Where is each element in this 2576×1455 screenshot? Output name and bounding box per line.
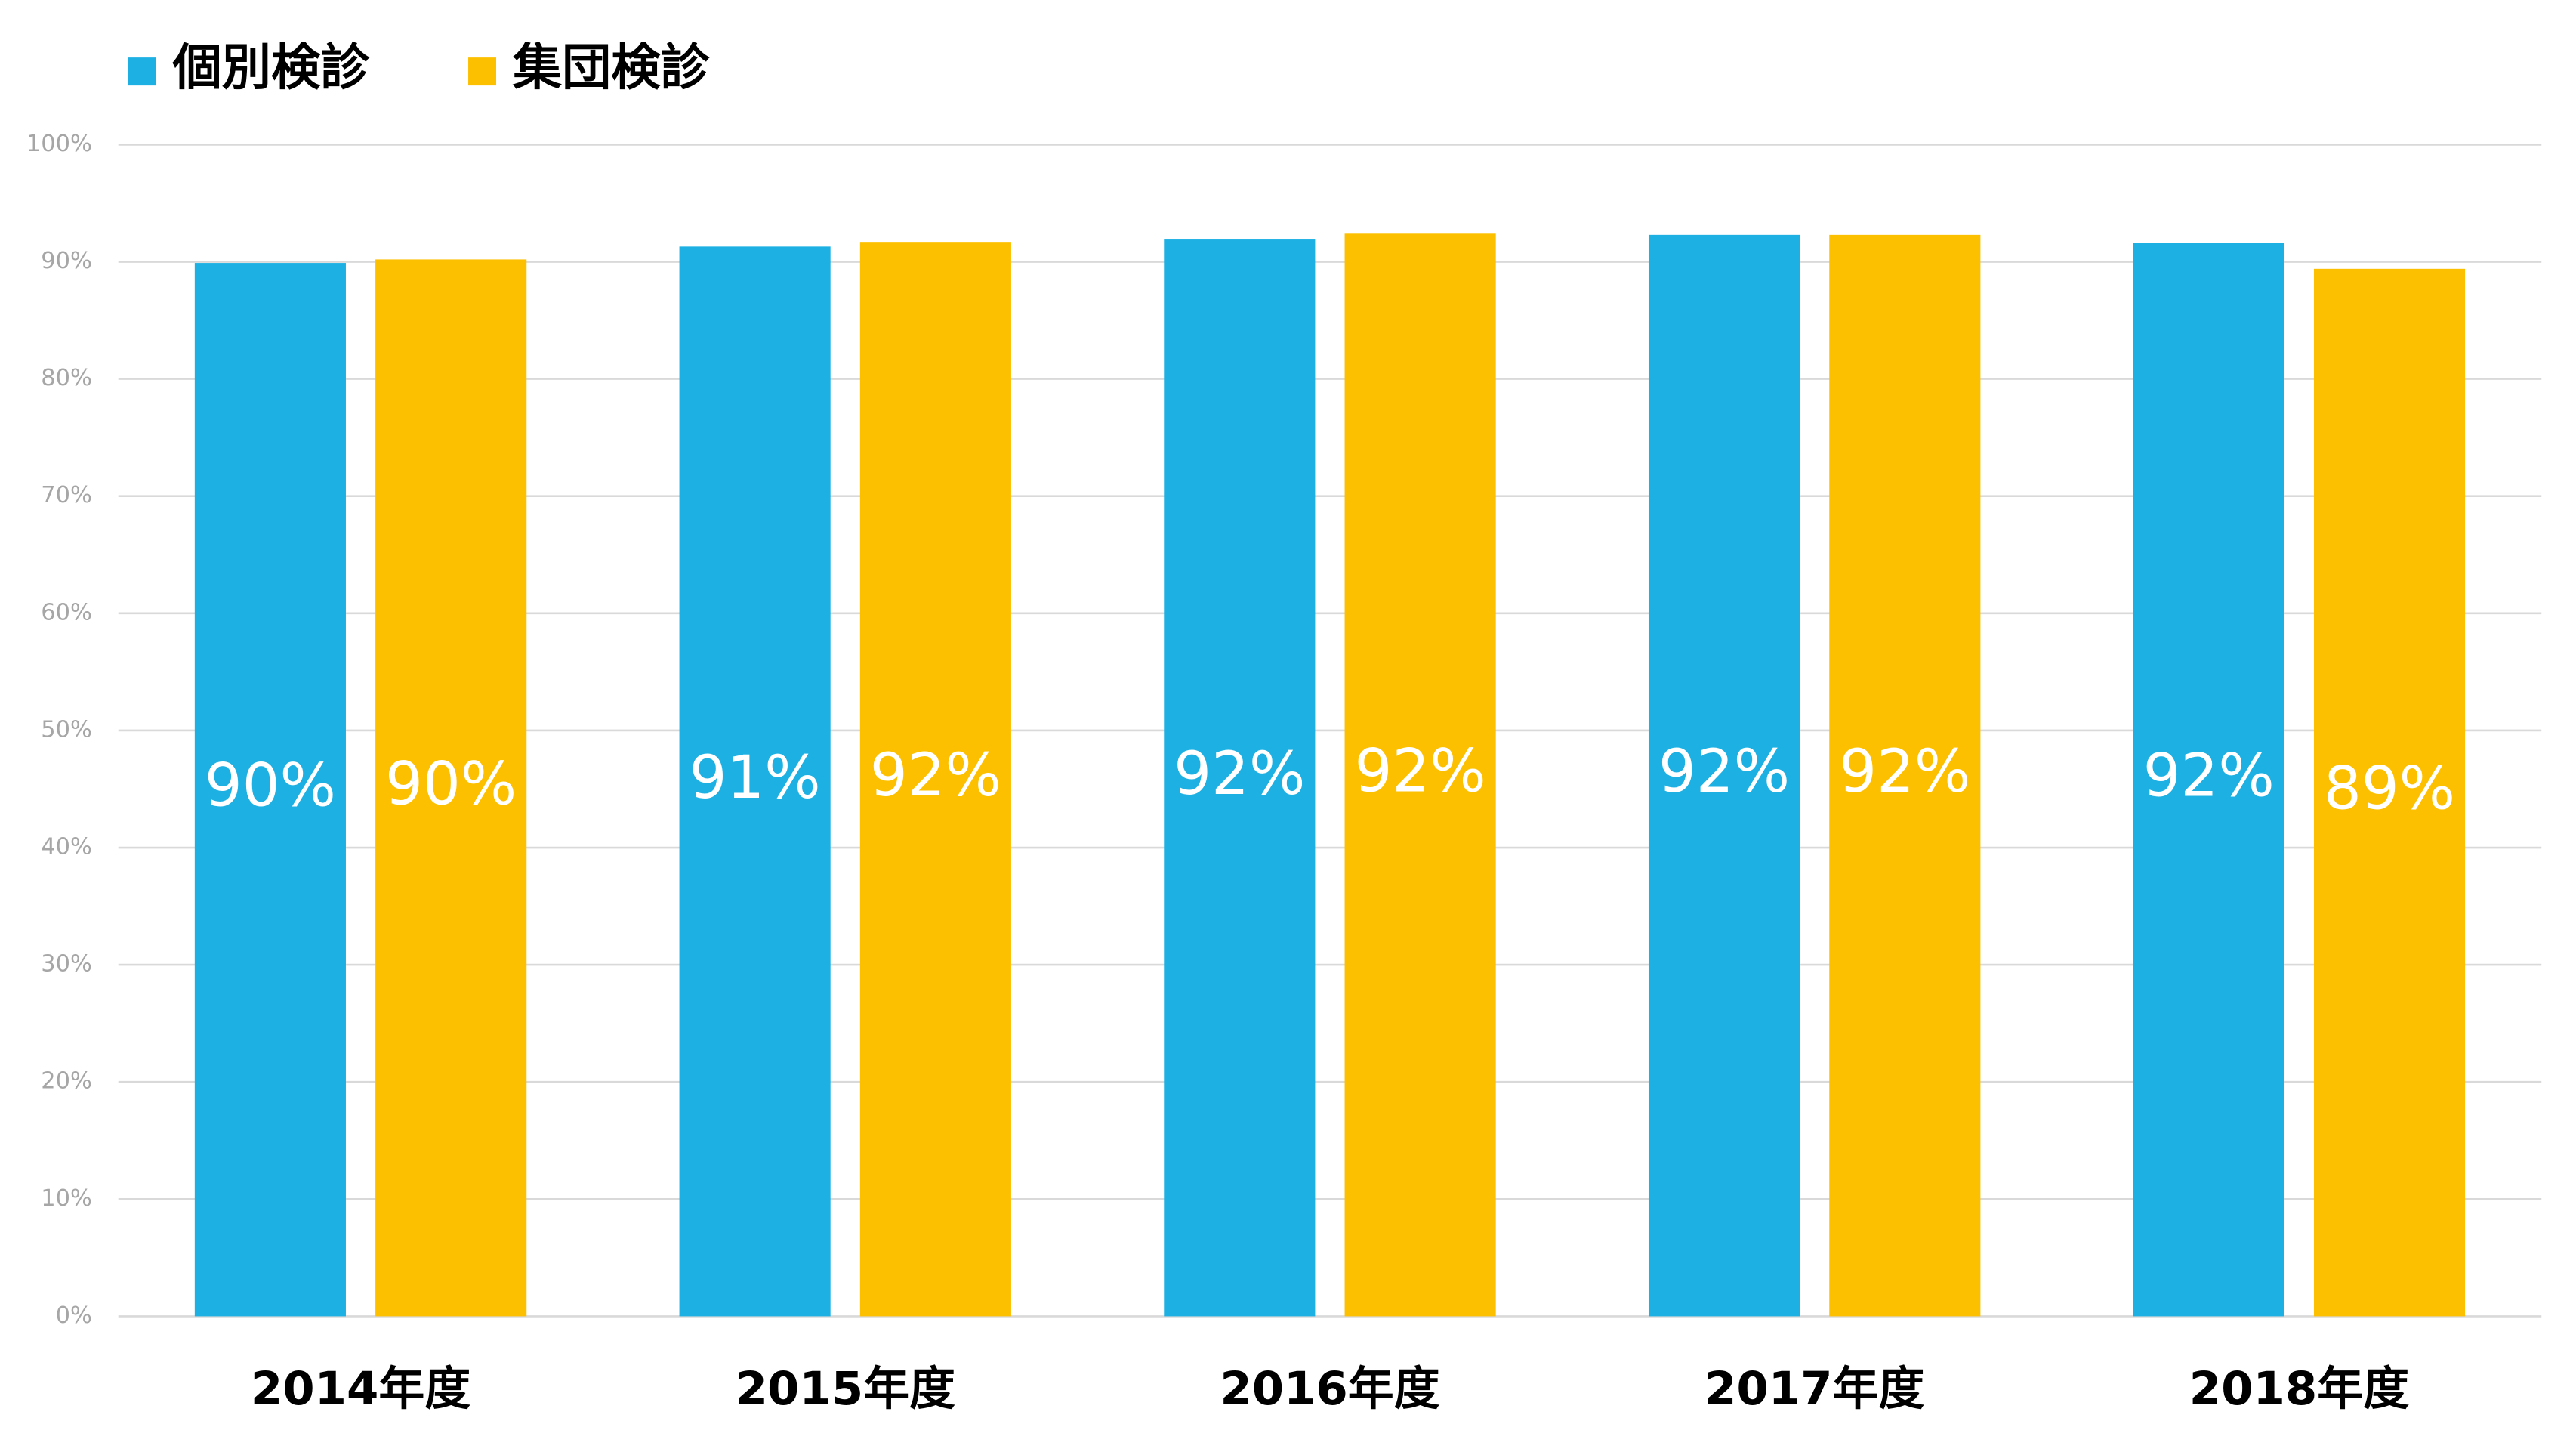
value-label: 91% bbox=[690, 743, 821, 812]
bar bbox=[2313, 268, 2466, 1317]
y-tick-label: 0% bbox=[56, 1302, 92, 1329]
value-label: 92% bbox=[1174, 740, 1305, 808]
x-tick-label: 2017年度 bbox=[1704, 1362, 1924, 1416]
bar bbox=[1164, 239, 1316, 1317]
y-tick-label: 50% bbox=[41, 716, 92, 743]
y-tick-label: 30% bbox=[41, 951, 92, 978]
bar bbox=[1344, 233, 1496, 1317]
bar bbox=[375, 259, 527, 1317]
x-tick-label: 2018年度 bbox=[2189, 1362, 2409, 1416]
legend-swatch bbox=[468, 57, 497, 86]
bar bbox=[194, 263, 346, 1317]
bar bbox=[1829, 234, 1981, 1317]
y-tick-label: 100% bbox=[26, 131, 92, 157]
value-label: 90% bbox=[205, 752, 336, 820]
legend-label: 個別検診 bbox=[171, 39, 370, 97]
value-label: 92% bbox=[1355, 737, 1486, 805]
y-tick-label: 40% bbox=[41, 834, 92, 860]
value-label: 89% bbox=[2324, 755, 2455, 823]
value-label: 92% bbox=[870, 741, 1001, 810]
y-tick-label: 90% bbox=[41, 248, 92, 274]
bar bbox=[1648, 234, 1800, 1317]
value-label: 92% bbox=[1658, 737, 1790, 806]
y-tick-label: 60% bbox=[41, 599, 92, 626]
legend-label: 集団検診 bbox=[512, 39, 711, 97]
legend-swatch bbox=[128, 57, 156, 86]
x-tick-label: 2016年度 bbox=[1220, 1362, 1439, 1416]
bar bbox=[859, 242, 1011, 1317]
x-tick-label: 2014年度 bbox=[251, 1362, 470, 1416]
y-tick-label: 20% bbox=[41, 1068, 92, 1095]
x-tick-label: 2015年度 bbox=[736, 1362, 955, 1416]
value-label: 92% bbox=[2143, 742, 2275, 811]
value-label: 90% bbox=[385, 749, 517, 818]
bar bbox=[2133, 242, 2284, 1317]
value-label: 92% bbox=[1839, 737, 1970, 806]
bar bbox=[679, 246, 831, 1317]
y-tick-label: 10% bbox=[41, 1185, 92, 1212]
y-tick-label: 70% bbox=[41, 482, 92, 508]
y-tick-label: 80% bbox=[41, 365, 92, 391]
